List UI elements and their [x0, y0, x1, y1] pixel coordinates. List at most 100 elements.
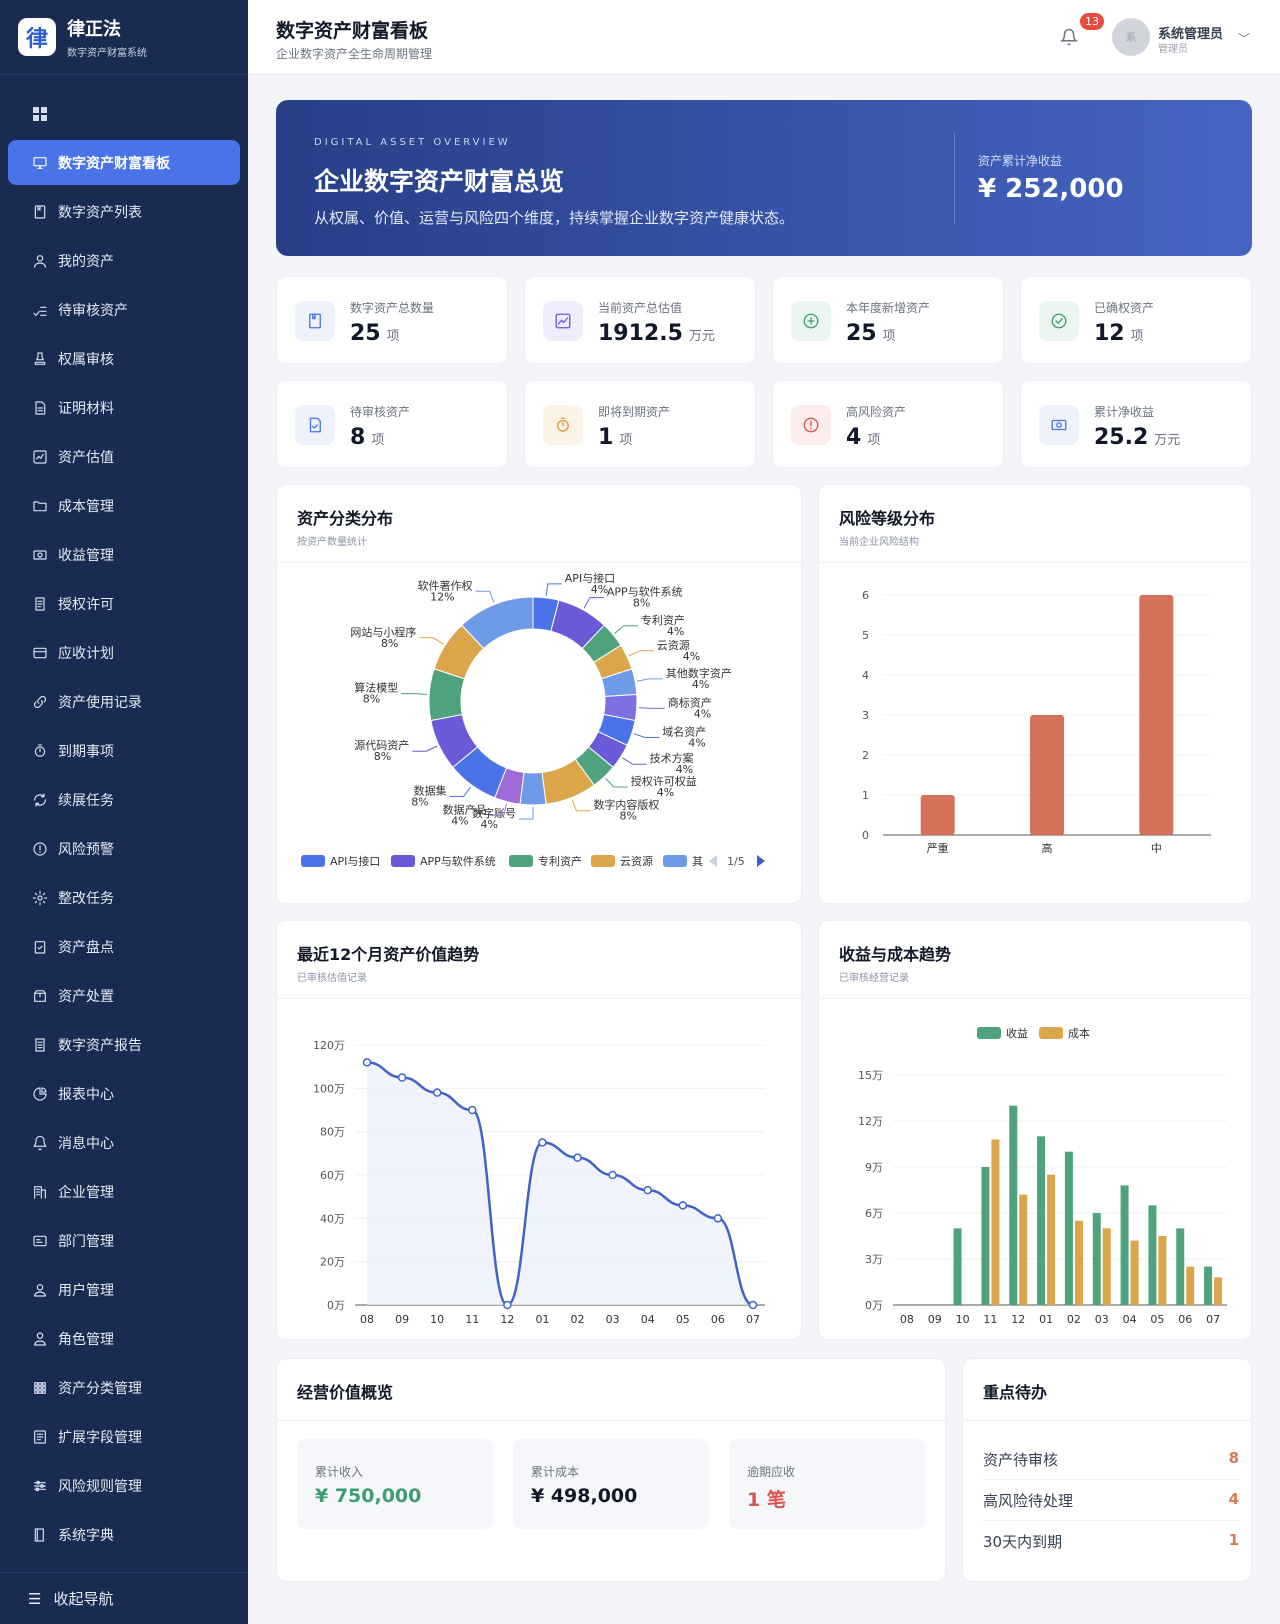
legend-label[interactable]: 成本	[1068, 1026, 1090, 1040]
sidebar-item-role[interactable]: 角色管理	[8, 1316, 240, 1361]
todo-card: 重点待办 资产待审核 8 高风险待处理 4 30天内到期 1	[962, 1358, 1252, 1582]
stat-card[interactable]: 当前资产总估值 1912.5 万元	[524, 276, 756, 364]
bar-income[interactable]	[1148, 1205, 1157, 1305]
stat-card[interactable]: 数字资产总数量 25 项	[276, 276, 508, 364]
sidebar-item-report[interactable]: 数字资产报告	[8, 1022, 240, 1067]
todo-row[interactable]: 资产待审核 8	[983, 1439, 1239, 1480]
trend-point[interactable]	[608, 1170, 617, 1180]
legend-swatch[interactable]	[977, 1027, 1001, 1039]
trend-point[interactable]	[678, 1201, 688, 1210]
trend-point[interactable]	[432, 1088, 442, 1097]
sidebar-item-book[interactable]: 系统字典	[8, 1512, 240, 1557]
bar-income[interactable]	[1064, 1151, 1073, 1305]
risk-bar[interactable]	[1030, 715, 1064, 835]
sidebar-item-bell[interactable]: 消息中心	[8, 1120, 240, 1165]
sidebar-item-id-card[interactable]: 部门管理	[8, 1218, 240, 1263]
collapse-nav-button[interactable]: ☰ 收起导航	[0, 1572, 248, 1624]
sidebar-item-grid[interactable]: 资产分类管理	[8, 1365, 240, 1410]
bar-cost[interactable]	[1130, 1240, 1139, 1305]
bar-cost[interactable]	[1047, 1174, 1056, 1305]
sidebar-item-stamp[interactable]: 权属审核	[8, 336, 240, 381]
sidebar-item-building[interactable]: 企业管理	[8, 1169, 240, 1214]
legend-swatch[interactable]	[663, 855, 687, 867]
bar-income[interactable]	[981, 1167, 990, 1305]
legend-swatch[interactable]	[301, 855, 325, 867]
risk-bar[interactable]	[1139, 595, 1174, 835]
trend-point[interactable]	[503, 1300, 512, 1310]
stat-card[interactable]: 累计净收益 25.2 万元	[1020, 380, 1252, 468]
bar-cost[interactable]	[1214, 1277, 1223, 1305]
stat-card[interactable]: 待审核资产 8 项	[276, 380, 508, 468]
legend-label[interactable]: API与接口	[330, 855, 380, 868]
sidebar-item-pie-chart[interactable]: 报表中心	[8, 1071, 240, 1116]
sidebar-item-user[interactable]: 我的资产	[8, 238, 240, 283]
sidebar-item-clipboard-check[interactable]: 资产盘点	[8, 924, 240, 969]
trend-point[interactable]	[713, 1214, 723, 1223]
trend-point[interactable]	[573, 1153, 582, 1162]
trend-point[interactable]	[538, 1138, 547, 1147]
stat-card[interactable]: 本年度新增资产 25 项	[772, 276, 1004, 364]
sidebar-item-sliders[interactable]: 风险规则管理	[8, 1463, 240, 1508]
bar-cost[interactable]	[1019, 1194, 1028, 1305]
trend-point[interactable]	[362, 1058, 372, 1067]
sidebar-item-gear[interactable]: 整改任务	[8, 875, 240, 920]
trend-point[interactable]	[643, 1185, 652, 1195]
sidebar-item-line-chart[interactable]: 资产估值	[8, 434, 240, 479]
apps-grid-icon[interactable]	[33, 107, 47, 121]
legend-swatch[interactable]	[509, 855, 533, 867]
chevron-down-icon[interactable]: ﹀	[1238, 32, 1251, 46]
bar-income[interactable]	[1120, 1185, 1129, 1305]
trend-point[interactable]	[748, 1300, 758, 1310]
sidebar-item-credit-card[interactable]: 应收计划	[8, 630, 240, 675]
legend-label[interactable]: 云资源	[620, 854, 653, 868]
pie-label: 算法模型	[354, 681, 398, 695]
todo-row[interactable]: 30天内到期 1	[983, 1521, 1239, 1562]
legend-label[interactable]: APP与软件系统	[420, 854, 496, 868]
stat-card[interactable]: 高风险资产 4 项	[772, 380, 1004, 468]
sidebar-item-monitor[interactable]: 数字资产财富看板	[8, 140, 240, 185]
bar-income[interactable]	[1092, 1213, 1101, 1305]
legend-swatch[interactable]	[391, 855, 415, 867]
pie-slice[interactable]	[519, 771, 547, 806]
bar-income[interactable]	[1037, 1136, 1046, 1305]
trend-point[interactable]	[468, 1105, 477, 1115]
bar-income[interactable]	[1204, 1266, 1213, 1305]
sidebar-item-refresh[interactable]: 续展任务	[8, 777, 240, 822]
sidebar-item-link[interactable]: 资产使用记录	[8, 679, 240, 724]
legend-swatch[interactable]	[591, 855, 615, 867]
bar-income[interactable]	[1176, 1228, 1185, 1305]
legend-swatch[interactable]	[1039, 1027, 1063, 1039]
legend-next-icon[interactable]	[757, 855, 765, 867]
bar-income[interactable]	[953, 1228, 962, 1305]
bar-cost[interactable]	[1074, 1220, 1083, 1305]
sidebar-item-alert-circle[interactable]: 风险预警	[8, 826, 240, 871]
pie-slice[interactable]	[461, 596, 534, 650]
bar-cost[interactable]	[1186, 1266, 1195, 1305]
sidebar-item-document[interactable]: 证明材料	[8, 385, 240, 430]
sidebar-item-form[interactable]: 扩展字段管理	[8, 1414, 240, 1459]
bar-income[interactable]	[1009, 1105, 1018, 1305]
sidebar-item-check-list[interactable]: 待审核资产	[8, 287, 240, 332]
sidebar-item-license[interactable]: 授权许可	[8, 581, 240, 626]
trend-point[interactable]	[397, 1073, 407, 1082]
sidebar-item-timer[interactable]: 到期事项	[8, 728, 240, 773]
stat-card[interactable]: 即将到期资产 1 项	[524, 380, 756, 468]
sidebar-item-person[interactable]: 用户管理	[8, 1267, 240, 1312]
bell-icon[interactable]	[1060, 28, 1078, 46]
bar-cost[interactable]	[1158, 1236, 1167, 1305]
todo-row[interactable]: 高风险待处理 4	[983, 1480, 1239, 1521]
legend-prev-icon[interactable]	[709, 855, 717, 867]
legend-label[interactable]: 其	[692, 855, 703, 868]
avatar[interactable]: 系	[1112, 18, 1150, 56]
user-name[interactable]: 系统管理员	[1158, 27, 1224, 42]
sidebar-item-money[interactable]: 收益管理	[8, 532, 240, 577]
stat-card[interactable]: 已确权资产 12 项	[1020, 276, 1252, 364]
bar-cost[interactable]	[991, 1139, 1000, 1305]
risk-bar[interactable]	[920, 795, 955, 835]
legend-label[interactable]: 专利资产	[538, 854, 582, 868]
sidebar-item-box[interactable]: 资产处置	[8, 973, 240, 1018]
legend-label[interactable]: 收益	[1006, 1026, 1028, 1040]
bar-cost[interactable]	[1102, 1228, 1111, 1305]
sidebar-item-folder[interactable]: 成本管理	[8, 483, 240, 528]
sidebar-item-archive[interactable]: 数字资产列表	[8, 189, 240, 234]
